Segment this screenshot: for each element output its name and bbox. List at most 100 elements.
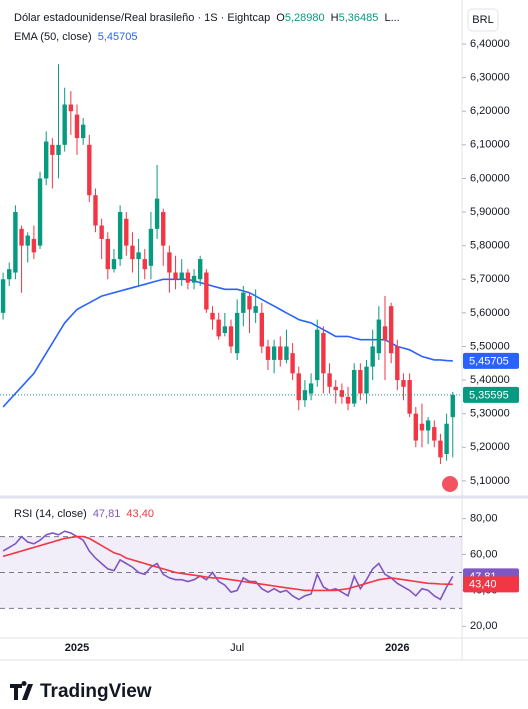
x-tick-label: 2025 xyxy=(65,642,89,654)
candle-body xyxy=(142,259,147,270)
candle-body xyxy=(296,373,301,401)
candle-body xyxy=(13,212,18,273)
rsi-name: RSI (14, close) xyxy=(14,508,87,520)
rsi-ma-value: 43,40 xyxy=(126,508,154,520)
candle-body xyxy=(345,396,351,404)
candle-body xyxy=(259,312,264,347)
candle-body xyxy=(93,195,98,226)
candle-body xyxy=(111,259,117,270)
candle-body xyxy=(62,104,67,145)
candle-body xyxy=(419,423,425,431)
candle-body xyxy=(352,369,357,404)
candle-body xyxy=(432,427,437,441)
candle-body xyxy=(37,178,43,246)
y-tick-label: 5,30000 xyxy=(470,408,510,420)
candle-body xyxy=(271,346,277,360)
candle-body xyxy=(105,238,110,270)
candle-body xyxy=(327,373,332,387)
candle-body xyxy=(198,259,203,280)
candle-body xyxy=(290,353,295,374)
y-tick-label: 6,20000 xyxy=(470,105,510,117)
ema-name: EMA (50, close) xyxy=(14,31,92,43)
series-value-label-box xyxy=(463,352,519,369)
symbol: Dólar estadounidense/Real brasileño · 1S… xyxy=(14,12,270,24)
y-tick-label: 5,60000 xyxy=(470,307,510,319)
low-key: L... xyxy=(384,12,399,24)
candle-body xyxy=(333,386,338,391)
flag-icon[interactable] xyxy=(442,476,458,492)
candle-body xyxy=(117,212,123,260)
candle-body xyxy=(216,319,221,337)
candle-body xyxy=(210,312,215,320)
candle-body xyxy=(247,296,252,310)
y-tick-label: 60,00 xyxy=(470,548,498,560)
line-series xyxy=(2,535,453,592)
logo-text[interactable]: TradingView xyxy=(40,681,152,702)
candle-body xyxy=(284,346,289,360)
y-tick-label: 20,00 xyxy=(470,620,498,632)
rsi-band xyxy=(0,536,462,609)
candle-body xyxy=(154,198,160,229)
candle-body xyxy=(7,269,12,280)
logo[interactable]: TradingView xyxy=(10,681,152,702)
candle-body xyxy=(50,144,55,155)
candle-body xyxy=(444,423,449,455)
candle-body xyxy=(185,272,191,283)
candle-body xyxy=(302,390,308,401)
y-tick-label: 5,80000 xyxy=(470,240,510,252)
candle-body xyxy=(450,394,455,418)
candle-body xyxy=(19,228,24,246)
candle-body xyxy=(87,144,92,196)
last-price-label-box xyxy=(463,386,519,403)
y-tick-label: 5,90000 xyxy=(470,206,510,218)
candle-body xyxy=(44,141,49,179)
open-key: O xyxy=(276,12,285,24)
y-tick-label: 80,00 xyxy=(470,513,498,525)
candle-body xyxy=(148,228,154,266)
y-tick-label: 6,40000 xyxy=(470,38,510,50)
candle-body xyxy=(173,272,178,280)
candle-body xyxy=(315,329,320,381)
candle-body xyxy=(358,369,363,394)
candle-body xyxy=(234,312,240,354)
last-price-label: 5,35595 xyxy=(469,389,509,401)
candle-body xyxy=(228,326,234,347)
ema-value: 5,45705 xyxy=(98,31,138,43)
candle-body xyxy=(321,333,326,374)
candle-body xyxy=(265,346,271,360)
candle-body xyxy=(204,272,209,310)
candle-body xyxy=(253,306,258,313)
y-tick-label: 5,20000 xyxy=(470,441,510,453)
candle-body xyxy=(308,383,314,394)
currency[interactable]: BRL xyxy=(472,14,493,26)
rsi-legend: RSI (14, close) 47,81 43,40 xyxy=(14,508,154,520)
ema-legend: EMA (50, close) 5,45705 xyxy=(14,31,137,43)
y-tick-label: 5,10000 xyxy=(470,475,510,487)
candle-body xyxy=(395,346,400,381)
candle-body xyxy=(382,326,388,340)
series-value-label: 43,40 xyxy=(469,579,497,591)
candle-body xyxy=(56,144,61,155)
header-line: Dólar estadounidense/Real brasileño · 1S… xyxy=(14,12,400,24)
y-tick-label: 5,70000 xyxy=(470,273,510,285)
candle-body xyxy=(0,279,6,313)
candle-body xyxy=(339,390,345,397)
candle-body xyxy=(99,225,104,239)
candle-body xyxy=(80,124,86,139)
rsi-value: 47,81 xyxy=(93,508,121,520)
candle-body xyxy=(370,346,375,367)
y-tick-label: 5,40000 xyxy=(470,374,510,386)
candle-body xyxy=(278,346,283,360)
candle-body xyxy=(407,380,412,414)
high-value: 5,36485 xyxy=(339,12,379,24)
logo-mark[interactable] xyxy=(10,681,33,700)
series-value-label: 5,45705 xyxy=(469,355,509,367)
candle-body xyxy=(124,218,129,246)
y-tick-label: 6,00000 xyxy=(470,172,510,184)
candle-body xyxy=(376,319,382,354)
currency-button[interactable] xyxy=(467,8,499,32)
candle-body xyxy=(167,252,172,273)
open-value: 5,28980 xyxy=(285,12,325,24)
candle-body xyxy=(74,114,80,139)
